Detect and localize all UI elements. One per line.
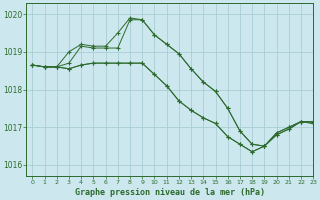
X-axis label: Graphe pression niveau de la mer (hPa): Graphe pression niveau de la mer (hPa) <box>75 188 265 197</box>
